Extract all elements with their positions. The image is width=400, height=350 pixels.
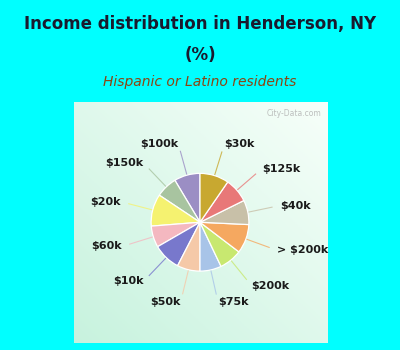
Wedge shape [200,201,249,225]
Text: $30k: $30k [224,139,255,149]
Text: (%): (%) [184,46,216,64]
Text: $20k: $20k [90,197,121,207]
Text: $60k: $60k [92,241,122,252]
Wedge shape [151,222,200,247]
Text: $100k: $100k [140,139,178,148]
Text: City-Data.com: City-Data.com [267,109,322,118]
Text: Income distribution in Henderson, NY: Income distribution in Henderson, NY [24,15,376,33]
Wedge shape [200,173,228,222]
Text: $50k: $50k [150,296,181,307]
Text: $40k: $40k [280,201,310,211]
Wedge shape [151,195,200,226]
Wedge shape [178,222,200,271]
Wedge shape [200,182,244,222]
Wedge shape [200,222,221,271]
Wedge shape [158,222,200,266]
Wedge shape [159,180,200,222]
Text: $150k: $150k [106,158,144,168]
Text: $75k: $75k [218,297,248,307]
Wedge shape [200,222,239,266]
Wedge shape [175,173,200,222]
Text: > $200k: > $200k [277,245,328,255]
Text: $200k: $200k [252,281,290,290]
Text: $10k: $10k [113,276,144,286]
Wedge shape [200,222,249,252]
Text: $125k: $125k [262,164,300,174]
Text: Hispanic or Latino residents: Hispanic or Latino residents [103,75,297,89]
